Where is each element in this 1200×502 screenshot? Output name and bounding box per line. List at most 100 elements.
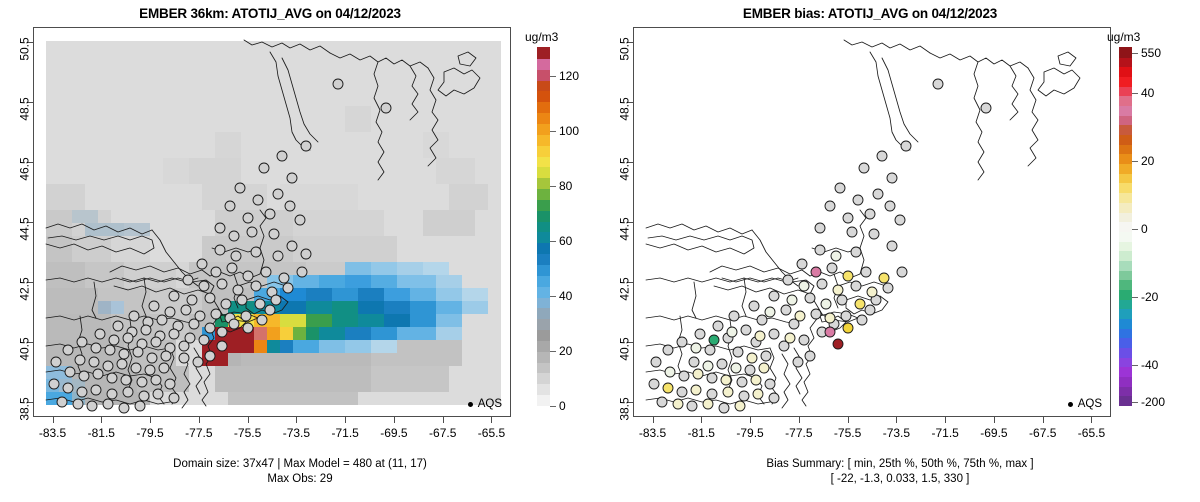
x-tick-label: -69.5 (980, 426, 1008, 440)
colorbar-tick-label: 40 (559, 288, 573, 303)
x-tick-mark (945, 417, 947, 423)
colorbar-segment (537, 383, 550, 396)
colorbar-tick-label: -20 (1141, 289, 1159, 304)
y-tick-label: 48.5 (617, 97, 631, 121)
right-colorbar-units: ug/m3 (1107, 30, 1141, 44)
colorbar-segment (537, 57, 550, 70)
x-tick-label: -81.5 (87, 426, 115, 440)
colorbar-segment (1119, 66, 1132, 78)
colorbar-segment (537, 79, 550, 92)
colorbar-tick-label: 20 (559, 343, 573, 358)
colorbar-tick-label: 0 (1141, 221, 1148, 236)
colorbar-segment (537, 361, 550, 374)
colorbar-segment (537, 307, 550, 320)
colorbar-segment (1119, 395, 1132, 406)
x-tick-label: -67.5 (429, 426, 457, 440)
colorbar-segment (1119, 191, 1132, 203)
colorbar-tick-label: 60 (559, 233, 573, 248)
colorbar-segment (537, 350, 550, 363)
colorbar-tick-mark (550, 130, 556, 132)
right-map-svg (634, 28, 1110, 416)
left-colorbar-strip (537, 46, 550, 406)
x-tick-label: -75.5 (833, 426, 862, 440)
left-map-frame: AQS (33, 27, 511, 417)
left-y-axis: 38.5 40.5 42.5 44.5 46.5 48.5 50.5 (0, 27, 33, 421)
x-tick-label: -73.5 (882, 426, 911, 440)
y-tick-mark (627, 162, 633, 163)
y-tick-label: 40.5 (17, 337, 31, 361)
right-x-axis: -83.5 -81.5 -79.5 -77.5 -75.5 -73.5 -71.5 -69.5… (633, 417, 1111, 447)
colorbar-segment (537, 155, 550, 168)
colorbar-tick-mark (550, 406, 556, 407)
y-tick-label: 44.5 (17, 217, 31, 241)
y-tick-label: 42.5 (617, 277, 631, 301)
colorbar-tick-mark (1132, 160, 1138, 162)
colorbar-segment (1119, 85, 1132, 97)
colorbar-tick-mark (1132, 228, 1138, 230)
colorbar-segment (537, 177, 550, 190)
left-colorbar-units: ug/m3 (525, 30, 559, 44)
colorbar-segment (537, 231, 550, 244)
colorbar-segment (1119, 114, 1132, 126)
x-tick-mark (491, 417, 493, 423)
colorbar-segment (537, 198, 550, 211)
colorbar-segment (1119, 172, 1132, 184)
colorbar-segment (1119, 365, 1132, 377)
panel-model-bias: EMBER bias: ATOTIJ_AVG on 04/12/2023 (600, 0, 1200, 502)
x-tick-mark (198, 417, 200, 423)
colorbar-segment (537, 68, 550, 81)
left-aqs-legend-label: AQS (477, 398, 502, 410)
colorbar-segment (1119, 356, 1132, 368)
aqs-dot-icon (1067, 401, 1073, 407)
colorbar-tick-mark (550, 240, 556, 242)
colorbar-segment (537, 144, 550, 157)
colorbar-tick-mark (550, 295, 556, 297)
colorbar-segment (537, 209, 550, 222)
x-tick-label: -73.5 (282, 426, 311, 440)
y-tick-label: 44.5 (617, 217, 631, 241)
colorbar-segment (1119, 56, 1132, 68)
colorbar-segment (537, 46, 550, 59)
right-colorbar-strip (1119, 46, 1132, 406)
x-tick-label: -71.5 (331, 426, 359, 440)
x-tick-mark (150, 417, 152, 423)
colorbar-segment (537, 111, 550, 124)
colorbar-segment (537, 263, 550, 276)
colorbar-segment (1119, 124, 1132, 136)
x-tick-label: -77.5 (785, 426, 813, 440)
x-tick-label: -65.5 (477, 426, 506, 440)
y-tick-mark (627, 342, 633, 343)
colorbar-segment (1119, 259, 1132, 271)
colorbar-segment (537, 242, 550, 255)
colorbar-segment (1119, 240, 1132, 252)
colorbar-tick-mark (550, 75, 556, 77)
y-tick-mark (27, 42, 33, 43)
colorbar-tick-label: 550 (1141, 46, 1162, 61)
x-tick-mark (798, 417, 800, 423)
colorbar-segment (537, 252, 550, 265)
right-colorbar: ug/m3 -200 -40 -20 0 20 40 550 (1107, 30, 1165, 409)
y-tick-mark (627, 102, 633, 103)
left-x-axis: -83.5 -81.5 -79.5 -77.5 -75.5 -73.5 -71.5 -69.5… (33, 417, 511, 447)
colorbar-segment (1119, 307, 1132, 319)
colorbar-segment (1119, 162, 1132, 174)
colorbar-tick-mark (550, 185, 556, 187)
x-tick-mark (652, 417, 654, 423)
x-tick-mark (296, 417, 298, 423)
x-tick-label: -65.5 (1077, 426, 1106, 440)
colorbar-segment (537, 220, 550, 233)
right-y-axis: 38.5 40.5 42.5 44.5 46.5 48.5 50.5 (600, 27, 633, 421)
colorbar-segment (1119, 249, 1132, 261)
x-tick-label: -77.5 (185, 426, 213, 440)
colorbar-segment (1119, 104, 1132, 116)
right-caption-line1: Bias Summary: [ min, 25th %, 50th %, 75t… (766, 458, 1034, 470)
y-tick-label: 40.5 (617, 337, 631, 361)
y-tick-mark (27, 222, 33, 223)
colorbar-tick-label: -40 (1141, 357, 1159, 372)
x-tick-mark (1042, 417, 1044, 423)
colorbar-segment (1119, 385, 1132, 397)
colorbar-tick-label: 40 (1141, 85, 1155, 100)
y-tick-mark (627, 402, 633, 403)
colorbar-segment (537, 122, 550, 135)
